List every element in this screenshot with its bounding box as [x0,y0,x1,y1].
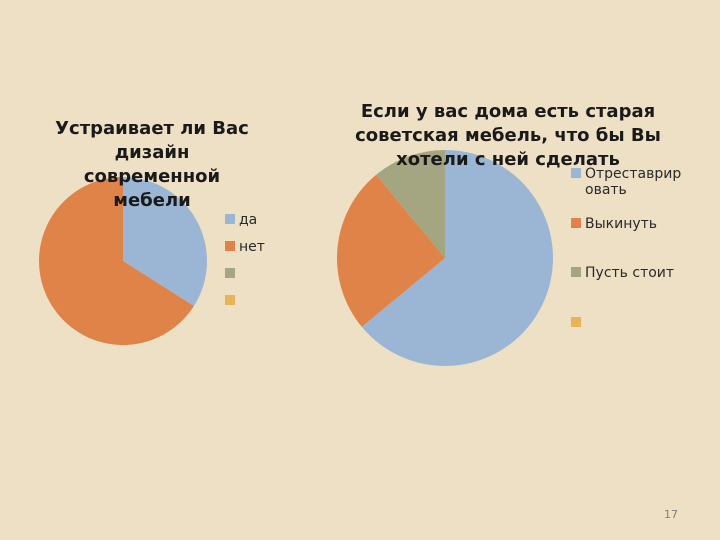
chart2-legend-swatch-2 [571,267,581,277]
chart2-legend-label-1: Выкинуть [585,216,657,232]
chart2-slice-0 [361,150,553,367]
c1-title-line-2: современной [84,166,220,187]
c2-title-line-2: хотели с ней сделать [396,149,620,170]
chart1-legend-label-1: нет [239,239,265,255]
page-number: 17 [664,508,678,521]
c2-title-line-1: советская мебель, что бы Вы [355,125,661,146]
chart2-slices [336,150,553,367]
chart2-legend-label-0: Отреставрир овать [585,166,681,198]
chart2-slice-1 [336,174,445,327]
pie-chart-old-soviet-furniture: Если у вас дома есть старая советская меб… [336,101,681,367]
chart2-legend: Отреставрир овать Выкинуть Пусть стоит [571,166,681,327]
c1-title-line-3: мебели [113,190,191,211]
chart2-title: Если у вас дома есть старая советская меб… [355,101,661,170]
chart2-legend-swatch-0 [571,168,581,178]
c1-title-line-0: Устраивает ли Вас [55,118,249,139]
pie-chart-furniture-design: Устраивает ли Вас дизайн современной мебели… [38,118,265,346]
chart1-legend-swatch-2 [225,268,235,278]
chart1-slices [38,176,207,346]
chart1-title: Устраивает ли Вас дизайн современной мебели [55,118,249,211]
chart2-legend-label-2: Пусть стоит [585,265,674,281]
chart1-slice-0 [123,177,207,307]
c2-title-line-0: Если у вас дома есть старая [361,101,655,122]
c1-title-line-1: дизайн [115,142,190,163]
chart1-legend-swatch-3 [225,295,235,305]
chart2-legend-swatch-3 [571,317,581,327]
chart1-legend-label-0: да [239,212,257,228]
chart1-slice-1 [38,176,194,346]
chart1-legend: да нет [225,212,265,305]
chart2-slice-2 [376,150,445,258]
chart2-legend-swatch-1 [571,218,581,228]
chart1-legend-swatch-0 [225,214,235,224]
chart1-legend-swatch-1 [225,241,235,251]
